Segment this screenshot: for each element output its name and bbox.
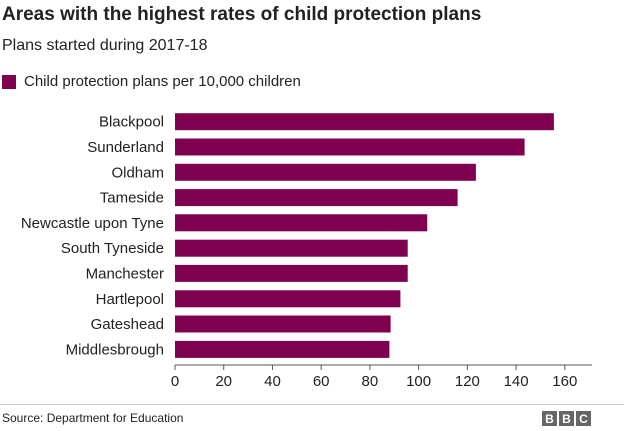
category-label: Blackpool: [99, 114, 164, 131]
bar: [175, 340, 390, 358]
bar: [175, 214, 428, 232]
x-tick-label: 100: [406, 373, 431, 390]
x-tick-label: 20: [215, 373, 232, 390]
bar: [175, 239, 408, 257]
category-label: South Tyneside: [61, 240, 164, 257]
chart-subtitle: Plans started during 2017-18: [2, 37, 208, 54]
logo-letter: B: [559, 411, 574, 426]
category-label: Tameside: [100, 190, 164, 207]
bar: [175, 113, 554, 131]
bar: [175, 163, 476, 181]
bar: [175, 315, 391, 333]
category-label: Manchester: [86, 265, 164, 282]
x-tick-label: 80: [362, 373, 379, 390]
category-label: Middlesbrough: [66, 341, 164, 358]
bbc-logo: B B C: [542, 411, 591, 426]
bar-chart: Blackpool Sunderland Oldham Tameside Newcast…: [21, 113, 592, 390]
category-label: Gateshead: [91, 316, 164, 333]
category-label: Oldham: [111, 164, 164, 181]
logo-letter: C: [576, 411, 591, 426]
legend: Child protection plans per 10,000 childr…: [2, 73, 301, 90]
footer-divider: [0, 404, 624, 405]
category-label: Hartlepool: [96, 291, 164, 308]
category-label: Newcastle upon Tyne: [21, 215, 164, 232]
x-tick-label: 60: [313, 373, 330, 390]
bar: [175, 290, 401, 308]
x-tick-label: 140: [504, 373, 529, 390]
category-label: Sunderland: [87, 139, 164, 156]
logo-letter: B: [542, 411, 557, 426]
x-tick-label: 0: [171, 373, 179, 390]
chart-title: Areas with the highest rates of child pr…: [2, 4, 482, 25]
x-tick-label: 120: [455, 373, 480, 390]
x-tick-label: 160: [552, 373, 577, 390]
legend-swatch: [2, 74, 16, 89]
source-note: Source: Department for Education: [2, 411, 184, 425]
bar: [175, 138, 525, 156]
bar: [175, 189, 458, 207]
legend-label: Child protection plans per 10,000 childr…: [24, 73, 301, 90]
bar: [175, 264, 408, 282]
x-tick-label: 40: [264, 373, 281, 390]
